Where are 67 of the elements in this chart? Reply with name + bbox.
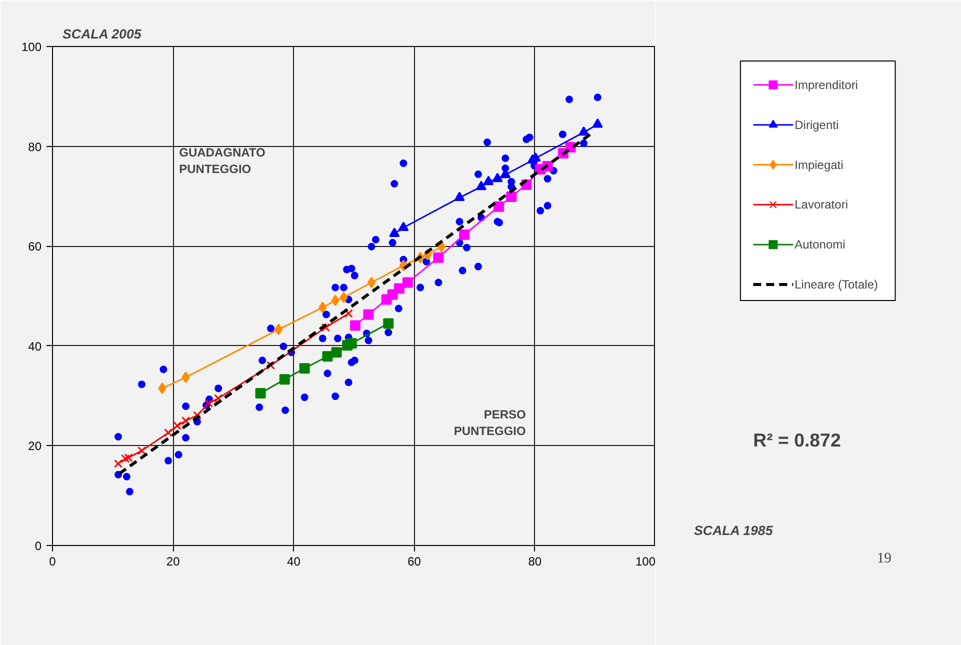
point [389, 228, 400, 237]
legend-label: Lineare (Totale) [794, 278, 878, 292]
point [344, 309, 353, 318]
point [483, 176, 494, 186]
point [114, 459, 123, 468]
point [331, 347, 342, 358]
point [255, 388, 266, 399]
point [476, 180, 486, 190]
point [318, 302, 327, 314]
point [181, 416, 190, 426]
x-tick-label: 40 [287, 554, 301, 568]
y-tick-label: 80 [28, 140, 42, 154]
legend-label: Lavoratori [794, 198, 848, 212]
point [322, 351, 333, 362]
x-tick-label: 60 [408, 554, 422, 568]
y-tick-label: 60 [28, 240, 42, 254]
x-tick-label: 20 [166, 554, 180, 568]
point [331, 294, 340, 306]
text: 19 [876, 550, 892, 566]
point [398, 222, 409, 231]
point [493, 201, 504, 212]
legend-label: Impiegati [794, 158, 844, 172]
point [454, 192, 465, 202]
x-tick-label: 0 [49, 554, 56, 568]
point [299, 363, 310, 374]
point [321, 323, 330, 332]
point [164, 428, 173, 438]
point [274, 324, 283, 336]
y-tick-label: 20 [28, 439, 42, 454]
point [394, 283, 404, 294]
point [363, 309, 374, 320]
point [182, 372, 190, 384]
point [506, 191, 517, 202]
point [266, 361, 276, 370]
point [492, 172, 503, 182]
legend-label: Imprenditori [794, 78, 858, 92]
point [578, 126, 589, 136]
x-axis-title: SCALA 1985 [694, 523, 774, 538]
y-tick-label: 100 [21, 40, 42, 54]
point [433, 252, 444, 263]
point [204, 399, 213, 408]
annotation: PERSO PUNTEGGIO [454, 407, 526, 438]
x-tick-label: 80 [528, 554, 542, 568]
point [279, 374, 290, 385]
text: R² = 0.872 [753, 430, 841, 451]
point [592, 118, 603, 128]
legend-label: Autonomi [794, 238, 846, 252]
point [214, 394, 223, 403]
point [173, 421, 182, 430]
x-tick-label: 100 [635, 554, 656, 568]
point [350, 320, 360, 331]
annotation: GUADAGNATO PUNTEGGIO [179, 145, 266, 176]
point [124, 453, 133, 462]
point [121, 454, 130, 463]
point [402, 277, 413, 288]
y-tick-label: 0 [34, 539, 42, 553]
y-axis-title: SCALA 2005 [62, 26, 142, 42]
y-tick-label: 40 [28, 339, 42, 354]
point [383, 318, 394, 329]
point [192, 410, 202, 420]
point [137, 446, 146, 455]
point [346, 338, 357, 349]
point [367, 276, 376, 288]
point [158, 382, 166, 394]
point [459, 229, 470, 240]
legend-label: Dirigenti [794, 118, 839, 132]
point [340, 292, 348, 304]
